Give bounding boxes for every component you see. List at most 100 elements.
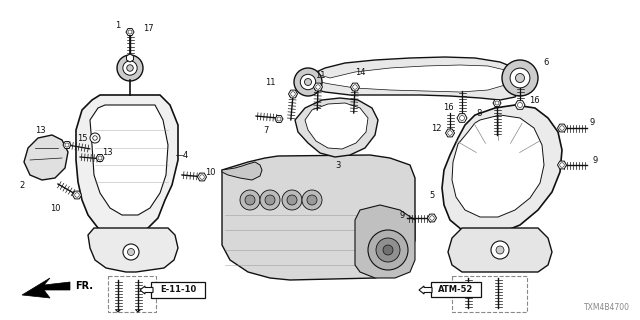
Circle shape <box>123 244 139 260</box>
Circle shape <box>302 190 322 210</box>
Text: E-11-10: E-11-10 <box>160 285 196 294</box>
Text: 11: 11 <box>315 70 325 79</box>
Text: 12: 12 <box>431 124 441 132</box>
Ellipse shape <box>515 74 525 83</box>
Circle shape <box>260 190 280 210</box>
Circle shape <box>448 131 452 135</box>
Polygon shape <box>72 191 81 199</box>
Circle shape <box>353 85 357 89</box>
Polygon shape <box>96 155 104 162</box>
Polygon shape <box>90 105 168 215</box>
Polygon shape <box>452 115 544 217</box>
Text: 10: 10 <box>50 204 60 212</box>
Polygon shape <box>289 90 298 98</box>
Ellipse shape <box>510 68 530 88</box>
FancyArrow shape <box>140 286 153 294</box>
Text: 8: 8 <box>476 108 482 117</box>
Ellipse shape <box>117 55 143 81</box>
Circle shape <box>518 102 522 108</box>
Polygon shape <box>305 103 368 149</box>
Polygon shape <box>126 28 134 36</box>
Bar <box>452 276 527 312</box>
Text: 16: 16 <box>443 102 453 111</box>
Polygon shape <box>127 54 134 62</box>
Ellipse shape <box>305 78 312 85</box>
Circle shape <box>90 133 100 143</box>
Text: ATM-52: ATM-52 <box>438 285 474 294</box>
Ellipse shape <box>300 74 316 90</box>
Polygon shape <box>275 116 283 123</box>
Ellipse shape <box>502 60 538 96</box>
Circle shape <box>383 245 393 255</box>
Text: 5: 5 <box>429 190 435 199</box>
Polygon shape <box>428 214 436 222</box>
Circle shape <box>560 126 564 130</box>
Text: 3: 3 <box>335 161 340 170</box>
Polygon shape <box>22 278 70 298</box>
Circle shape <box>307 195 317 205</box>
Polygon shape <box>351 83 360 91</box>
Text: 9: 9 <box>589 117 595 126</box>
Polygon shape <box>442 105 562 235</box>
Text: 6: 6 <box>543 58 548 67</box>
Circle shape <box>460 116 465 121</box>
Text: 14: 14 <box>355 68 365 76</box>
Circle shape <box>368 230 408 270</box>
Text: 11: 11 <box>265 77 275 86</box>
FancyBboxPatch shape <box>431 282 481 297</box>
Polygon shape <box>314 83 323 91</box>
Polygon shape <box>222 155 415 280</box>
Circle shape <box>496 246 504 254</box>
Circle shape <box>128 30 132 34</box>
FancyArrow shape <box>419 286 432 294</box>
Text: 7: 7 <box>263 125 269 134</box>
Circle shape <box>287 195 297 205</box>
Polygon shape <box>445 129 454 137</box>
Text: 2: 2 <box>19 180 24 189</box>
Bar <box>108 276 156 312</box>
Circle shape <box>495 101 499 105</box>
Text: 1: 1 <box>115 20 120 29</box>
Text: 9: 9 <box>593 156 598 164</box>
Text: 13: 13 <box>102 148 112 156</box>
Polygon shape <box>198 173 207 181</box>
Ellipse shape <box>123 61 137 75</box>
Text: 9: 9 <box>399 211 404 220</box>
Circle shape <box>65 143 69 147</box>
Circle shape <box>75 193 79 197</box>
Polygon shape <box>63 141 71 148</box>
Text: 10: 10 <box>205 167 215 177</box>
Circle shape <box>127 249 134 255</box>
Polygon shape <box>76 95 178 238</box>
Circle shape <box>265 195 275 205</box>
Text: 16: 16 <box>529 95 540 105</box>
Circle shape <box>560 163 564 167</box>
Polygon shape <box>515 101 525 109</box>
Polygon shape <box>355 205 415 278</box>
Circle shape <box>282 190 302 210</box>
Circle shape <box>376 238 400 262</box>
Polygon shape <box>222 162 262 180</box>
Polygon shape <box>493 100 501 107</box>
Circle shape <box>200 175 204 179</box>
Circle shape <box>316 85 320 89</box>
Polygon shape <box>557 124 566 132</box>
Polygon shape <box>457 114 467 122</box>
Ellipse shape <box>294 68 322 96</box>
Circle shape <box>245 195 255 205</box>
Circle shape <box>240 190 260 210</box>
Text: TXM4B4700: TXM4B4700 <box>584 303 630 312</box>
Text: 4: 4 <box>182 150 188 159</box>
Text: 15: 15 <box>77 133 87 142</box>
Text: FR.: FR. <box>75 281 93 291</box>
Text: 13: 13 <box>35 125 45 134</box>
Polygon shape <box>24 135 68 180</box>
Polygon shape <box>315 65 510 92</box>
Polygon shape <box>448 228 552 272</box>
Circle shape <box>429 216 435 220</box>
Ellipse shape <box>127 65 133 71</box>
Polygon shape <box>308 57 522 100</box>
Text: 17: 17 <box>143 23 154 33</box>
Polygon shape <box>295 98 378 157</box>
Circle shape <box>93 136 97 140</box>
